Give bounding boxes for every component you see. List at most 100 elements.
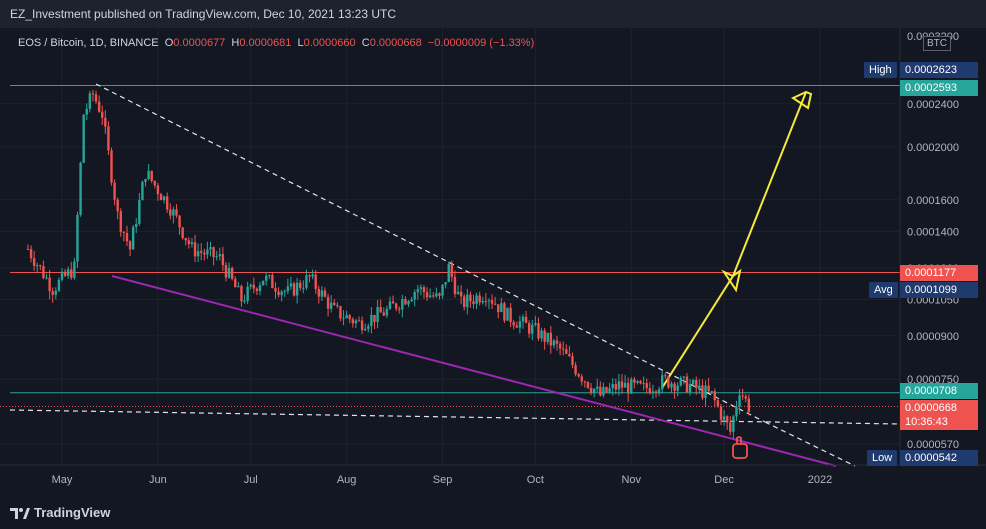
candle-body: [175, 209, 178, 216]
price-chart[interactable]: 0.00032000.00024000.00020000.00016000.00…: [0, 28, 986, 500]
candle-body: [432, 295, 435, 297]
time-tick-label: Dec: [714, 474, 734, 486]
candle-body: [620, 381, 624, 388]
tradingview-brand[interactable]: TradingView: [10, 505, 110, 520]
candle-body: [116, 199, 119, 212]
candle-body: [503, 303, 506, 321]
candle-body: [725, 416, 729, 423]
candle-body: [221, 254, 225, 266]
candle-body: [642, 383, 645, 385]
candle-body: [193, 242, 197, 257]
candle-body: [562, 348, 565, 350]
candle-body: [351, 319, 355, 324]
candle-body: [645, 383, 648, 389]
candle-body: [329, 302, 333, 309]
candle-body: [435, 293, 438, 297]
low-label: L: [297, 37, 304, 49]
avg-price-tag: 0.0001099: [900, 282, 978, 298]
candle-body: [79, 162, 82, 215]
candle-body: [630, 379, 633, 394]
time-tick-label: Oct: [527, 474, 544, 486]
candle-body: [565, 349, 568, 354]
candle-body: [76, 214, 79, 262]
candle-body: [602, 387, 605, 396]
candle-body: [141, 181, 144, 201]
candle-body: [685, 376, 689, 393]
candle-body: [243, 300, 246, 302]
candle-body: [382, 312, 385, 316]
candle-body: [308, 275, 311, 277]
candle-body: [206, 249, 209, 255]
candle-body: [85, 108, 88, 115]
high-price-tag: 0.0002623: [900, 62, 978, 78]
candle-body: [558, 343, 562, 349]
publisher-bar: EZ_Investment published on TradingView.c…: [0, 0, 986, 29]
open-value: 0.0000677: [173, 37, 226, 49]
candle-body: [404, 299, 407, 305]
support-dashed-line: [9, 409, 901, 425]
candle-body: [719, 406, 723, 420]
time-tick-label: Jul: [244, 474, 258, 486]
candle-body: [360, 320, 364, 331]
candle-body: [144, 178, 147, 182]
footer-bar: TradingView: [0, 498, 986, 529]
candle-body: [518, 321, 522, 328]
price-tick-label: 0.0002400: [907, 99, 959, 111]
low-price-tag: 0.0000542: [900, 450, 978, 466]
low-value: 0.0000660: [303, 37, 356, 49]
candle-body: [456, 291, 460, 295]
candle-body: [113, 182, 116, 200]
candle-body: [623, 382, 627, 388]
candle-body: [401, 299, 404, 310]
candle-body: [441, 284, 444, 296]
candle-body: [187, 240, 191, 244]
price-tick-label: 0.0001600: [907, 195, 959, 207]
candle-body: [249, 284, 252, 287]
candle-body: [688, 384, 692, 393]
candle-body: [407, 301, 410, 305]
currency-badge[interactable]: BTC: [923, 36, 951, 51]
candle-body: [428, 295, 432, 298]
candle-body: [509, 307, 512, 323]
candle-body: [88, 93, 92, 109]
candle-body: [425, 292, 429, 298]
candle-body: [574, 365, 577, 375]
candle-body: [302, 287, 305, 289]
candle-body: [184, 238, 187, 241]
change-value: −0.0000009 (−1.33%): [427, 37, 535, 49]
candle-body: [39, 265, 42, 267]
candle-body: [611, 384, 614, 389]
candle-body: [339, 306, 342, 319]
candle-body: [493, 303, 497, 305]
candle-body: [512, 322, 515, 326]
candle-body: [178, 215, 181, 228]
candle-body: [698, 385, 701, 389]
candle-body: [596, 386, 599, 389]
candle-body: [354, 320, 358, 324]
candle-body: [51, 291, 54, 295]
candle-body: [555, 340, 559, 344]
wedge-support-line: [111, 275, 837, 467]
candle-body: [490, 300, 494, 304]
candle-body: [32, 258, 36, 266]
candle-body: [599, 386, 602, 396]
high-side-label: High: [864, 62, 897, 78]
candle-body: [481, 301, 484, 303]
price-tick-label: 0.0000570: [907, 439, 959, 451]
candle-body: [422, 287, 426, 293]
candle-body: [162, 196, 166, 201]
arrow-head-1: [721, 268, 742, 293]
candle-body: [701, 385, 704, 398]
avg-side-label: Avg: [869, 282, 898, 298]
candle-body: [447, 264, 450, 283]
candle-body: [732, 416, 735, 432]
candle-body: [648, 388, 652, 394]
candle-body: [571, 356, 574, 366]
candle-body: [521, 316, 525, 322]
candle-body: [373, 314, 376, 322]
candle-body: [589, 387, 593, 393]
candle-body: [592, 388, 596, 393]
candle-body: [268, 275, 271, 277]
candle-body: [664, 375, 667, 377]
candle-body: [97, 101, 101, 112]
